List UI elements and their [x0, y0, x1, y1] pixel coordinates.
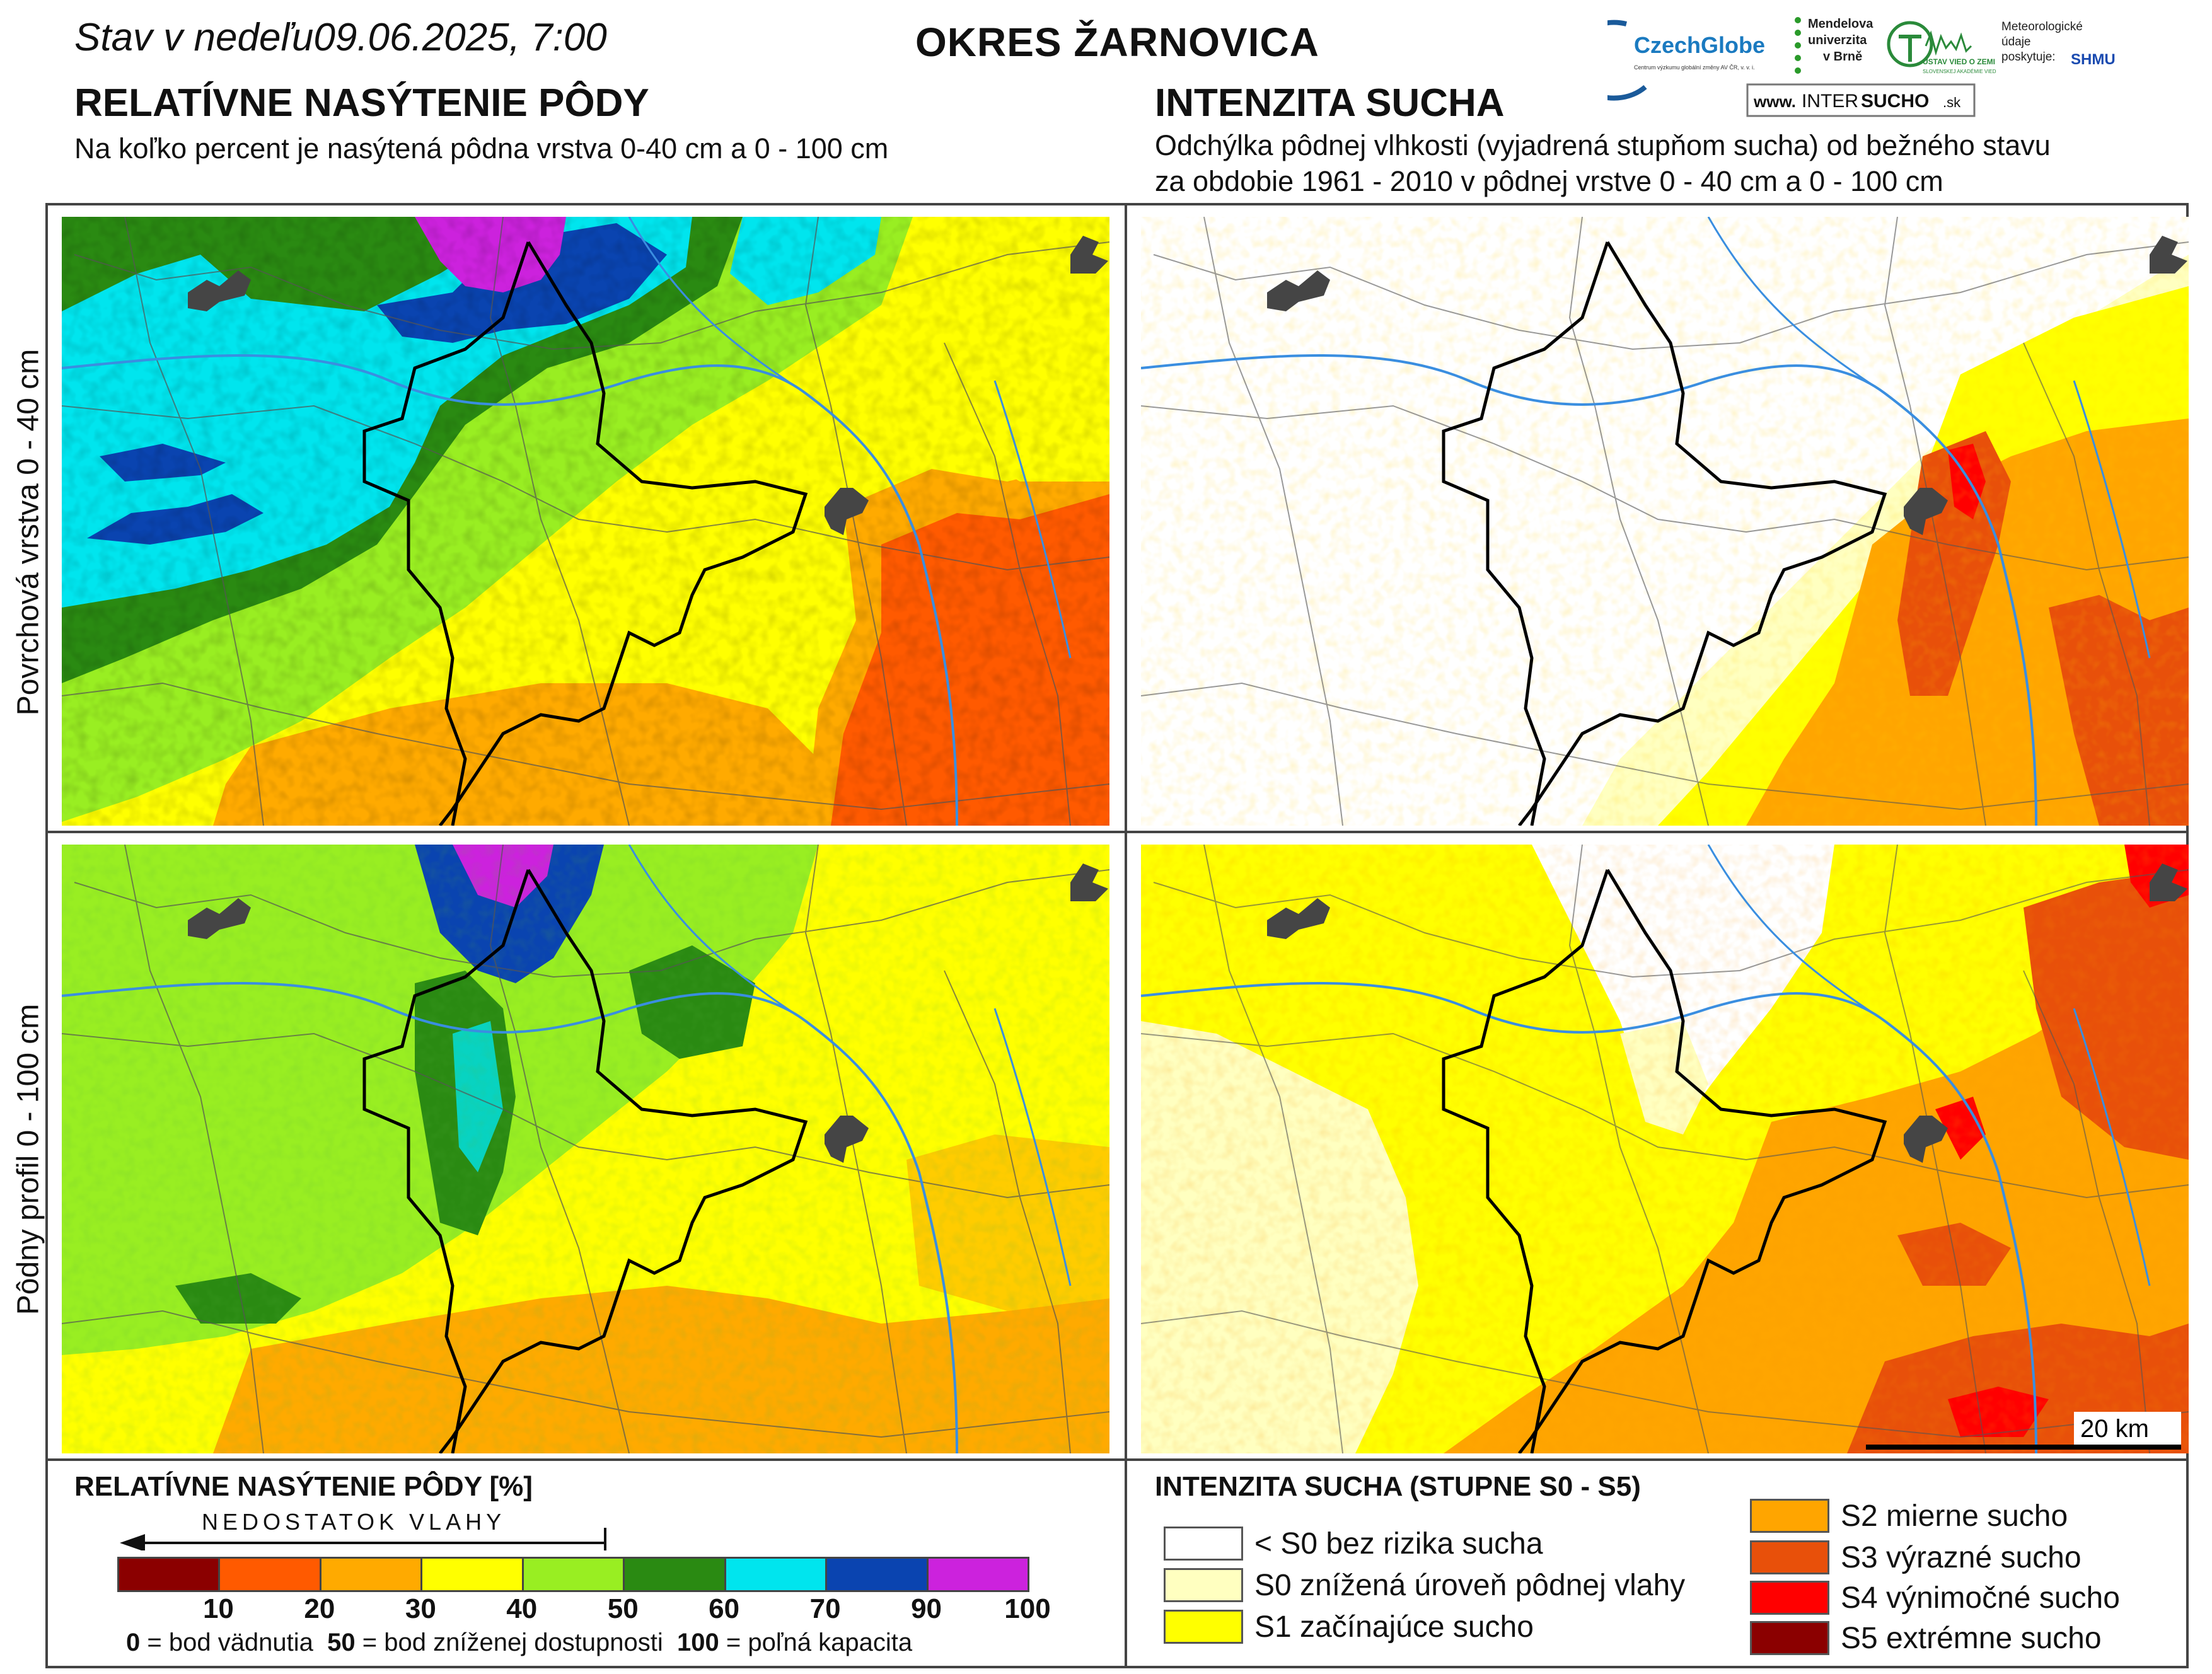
caption-wilting-text: = bod vädnutia — [140, 1629, 328, 1656]
saturation-bin-4 — [420, 1557, 524, 1592]
grid-divider-vertical — [1125, 203, 1127, 1668]
saturation-tick-100: 100 — [1004, 1593, 1051, 1624]
czechglobe-logo: CzechGlobe Centrum výzkumu globální změn… — [1567, 20, 1765, 101]
grid-divider-legend — [45, 1458, 2189, 1461]
drought-legend-label-5: S4 výnimočné sucho — [1841, 1581, 2120, 1615]
drought-swatch-5 — [1750, 1581, 1829, 1615]
shmu-logo: Meteorologické údaje poskytuje: SHMU — [2001, 20, 2116, 68]
drought-legend-label-6: S5 extrémne sucho — [1841, 1622, 2102, 1655]
caption-capacity-value: 100 — [677, 1629, 719, 1656]
drought-swatch-3 — [1750, 1499, 1829, 1533]
grid-divider-middle — [45, 831, 2189, 833]
saturation-bin-3 — [319, 1557, 423, 1592]
czechglobe-subtitle: Centrum výzkumu globální změny AV ČR, v.… — [1634, 64, 1755, 71]
uvz-subtitle: SLOVENSKEJ AKADÉMIE VIED — [1923, 69, 1996, 74]
uvz-logo: ÚSTAV VIED O ZEMI SLOVENSKEJ AKADÉMIE VI… — [1887, 21, 1996, 74]
saturation-legend-title: RELATÍVNE NASÝTENIE PÔDY [%] — [74, 1471, 533, 1502]
saturation-bin-8 — [825, 1557, 929, 1592]
drought-swatch-4 — [1750, 1540, 1829, 1574]
drought-legend-label-4: S3 výrazné sucho — [1841, 1541, 2082, 1574]
drought-legend-label-2: S1 začínajúce sucho — [1254, 1610, 1534, 1644]
intersucho-logo: www. INTER SUCHO .sk — [1746, 83, 1976, 117]
saturation-bin-9 — [926, 1557, 1029, 1592]
map-date: Stav v nedeľu09.06.2025, 7:00 — [74, 16, 607, 59]
shortage-arrow-label: NEDOSTATOK VLAHY — [202, 1509, 506, 1535]
drought-swatch-2 — [1164, 1610, 1243, 1644]
saturation-description: Na koľko percent je nasýtená pôdna vrstv… — [74, 132, 889, 165]
saturation-tick-40: 40 — [506, 1593, 538, 1624]
caption-reduced-value: 50 — [327, 1629, 356, 1656]
shmu-name: SHMU — [2071, 51, 2116, 68]
caption-reduced-text: = bod zníženej dostupnosti — [355, 1629, 678, 1656]
drought-legend-title: INTENZITA SUCHA (STUPNE S0 - S5) — [1155, 1471, 1641, 1502]
drought-swatch-0 — [1164, 1527, 1243, 1561]
partner-logos: CzechGlobe Centrum výzkumu globální změn… — [1567, 11, 2194, 118]
saturation-title: RELATÍVNE NASÝTENIE PÔDY — [74, 81, 649, 125]
saturation-tick-70: 70 — [809, 1593, 841, 1624]
caption-wilting-value: 0 — [126, 1629, 141, 1656]
meteo-line2: údaje — [2001, 35, 2031, 49]
saturation-tick-30: 30 — [405, 1593, 436, 1624]
drought-swatch-1 — [1164, 1568, 1243, 1602]
intersucho-sk: .sk — [1943, 95, 1961, 110]
uvz-name: ÚSTAV VIED O ZEMI — [1923, 57, 1995, 66]
saturation-tick-90: 90 — [911, 1593, 942, 1624]
meteo-line3: poskytuje: — [2001, 50, 2056, 64]
saturation-color-bar — [117, 1557, 1029, 1592]
mendel-university-logo: Mendelova univerzita v Brně — [1795, 17, 1873, 74]
shortage-arrow — [120, 1500, 611, 1552]
saturation-tick-10: 10 — [202, 1593, 234, 1624]
row-label-topsoil: Povrchová vrstva 0 - 40 cm — [11, 349, 45, 716]
saturation-caption: 0 = bod vädnutia 50 = bod zníženej dostu… — [126, 1629, 912, 1657]
saturation-bin-1 — [117, 1557, 221, 1592]
saturation-bin-5 — [521, 1557, 625, 1592]
mendel-line2: univerzita — [1808, 33, 1867, 47]
saturation-tick-50: 50 — [607, 1593, 639, 1624]
drought-legend-label-3: S2 mierne sucho — [1841, 1499, 2068, 1533]
czechglobe-name: CzechGlobe — [1634, 32, 1765, 58]
saturation-bin-2 — [218, 1557, 321, 1592]
map-drought-0-100: 20 km — [1140, 844, 2189, 1455]
scale-bar-label: 20 km — [2080, 1415, 2149, 1443]
saturation-tick-20: 20 — [304, 1593, 335, 1624]
mendel-line3: v Brně — [1823, 50, 1862, 64]
meteo-line1: Meteorologické — [2001, 20, 2083, 33]
intersucho-sucho: SUCHO — [1861, 91, 1929, 112]
drought-legend-label-1: S0 znížená úroveň pôdnej vlahy — [1254, 1569, 1686, 1602]
saturation-tick-labels: 10 20 30 40 50 60 70 90 100 — [117, 1593, 1063, 1625]
map-saturation-0-100 — [61, 844, 1110, 1455]
map-drought-0-40 — [1140, 216, 2189, 827]
caption-capacity-text: = poľná kapacita — [719, 1629, 913, 1656]
drought-description-line2: za obdobie 1961 - 2010 v pôdnej vrstve 0… — [1155, 165, 1943, 197]
saturation-bin-6 — [623, 1557, 726, 1592]
drought-title: INTENZITA SUCHA — [1155, 81, 1505, 125]
drought-swatch-6 — [1750, 1621, 1829, 1655]
intersucho-inter: INTER — [1802, 91, 1858, 112]
saturation-tick-60: 60 — [709, 1593, 740, 1624]
drought-legend-label-0: < S0 bez rizika sucha — [1254, 1527, 1543, 1561]
drought-description-line1: Odchýlka pôdnej vlhkosti (vyjadrená stup… — [1155, 129, 2051, 161]
row-label-profile: Pôdny profil 0 - 100 cm — [11, 1003, 45, 1315]
district-title: OKRES ŽARNOVICA — [915, 20, 1319, 65]
mendel-line1: Mendelova — [1808, 17, 1873, 31]
saturation-bin-7 — [724, 1557, 828, 1592]
map-saturation-0-40 — [61, 216, 1110, 827]
intersucho-www: www. — [1753, 92, 1796, 111]
